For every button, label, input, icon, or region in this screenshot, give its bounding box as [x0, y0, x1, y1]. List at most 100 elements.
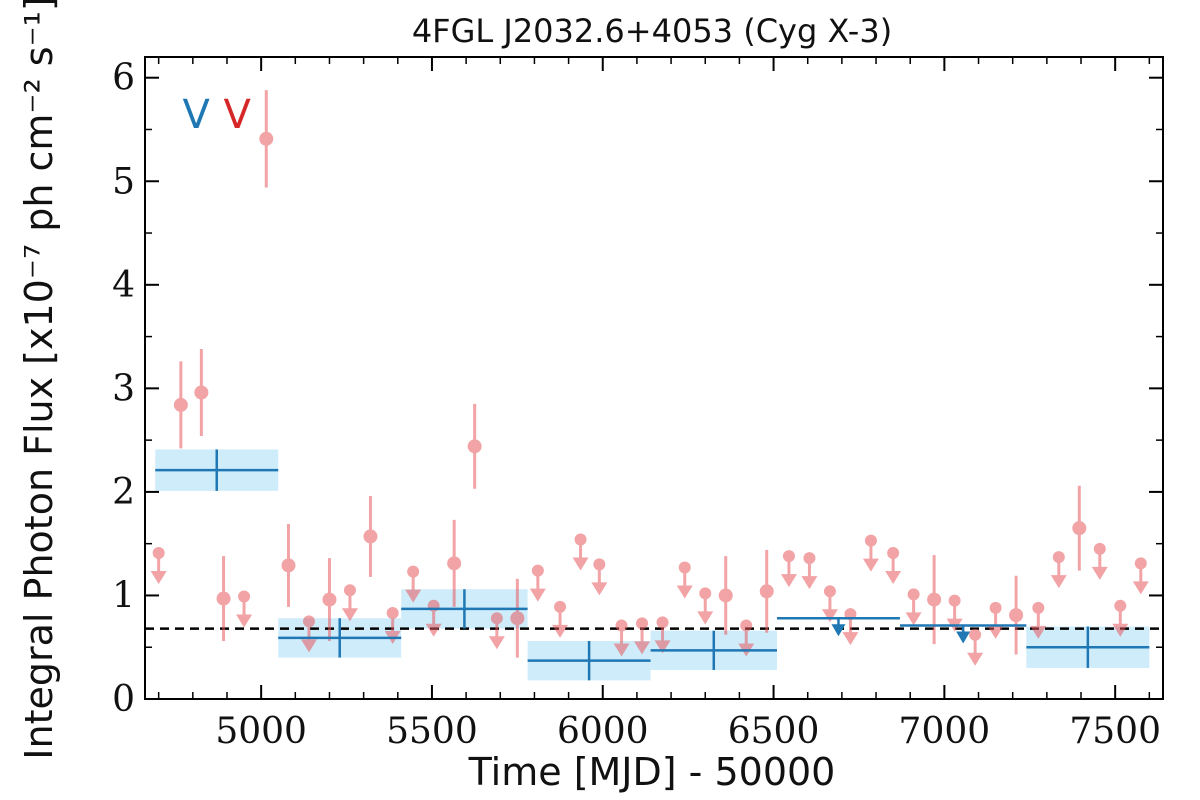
short-bin-point	[173, 361, 188, 449]
short-bin-point	[259, 90, 274, 188]
upper-limit-arrow	[967, 652, 984, 666]
short-bin-point	[759, 549, 774, 633]
short-bin-point	[697, 587, 714, 625]
short-bin-point	[801, 552, 818, 590]
upper-limit-arrow	[780, 574, 797, 588]
short-bin-point	[591, 558, 608, 596]
upper-limit-arrow	[405, 589, 422, 603]
y-tick-label: 2	[112, 472, 135, 513]
short-bin-point	[341, 584, 358, 622]
short-bin-point	[780, 550, 797, 588]
upper-limit-arrow	[821, 609, 838, 623]
upper-limit-arrow	[236, 614, 253, 628]
flux-point	[322, 592, 337, 607]
upper-limit-arrow	[488, 636, 505, 650]
short-bin-point	[613, 619, 630, 657]
short-bin-point	[529, 564, 546, 602]
short-bin-point	[510, 578, 525, 658]
flux-point	[363, 529, 378, 544]
bin-upper-limit-arrow	[831, 624, 846, 637]
short-bin-point	[216, 556, 231, 642]
flux-point	[447, 556, 462, 571]
short-bin-point	[634, 617, 651, 655]
upper-limit-arrow	[425, 623, 442, 637]
short-bin-point	[467, 403, 482, 489]
flux-point	[718, 588, 733, 603]
upper-limit-arrow	[1030, 625, 1047, 639]
flux-point	[759, 584, 774, 599]
upper-limit-arrow	[1112, 623, 1129, 637]
short-bin-point	[300, 615, 317, 653]
x-tick-label: 5000	[215, 711, 307, 752]
upper-limit-arrow	[801, 576, 818, 590]
plot-frame	[144, 56, 1164, 700]
upper-limit-arrow	[150, 570, 167, 584]
short-bin-point	[862, 534, 879, 572]
short-bin-point	[821, 585, 838, 623]
y-tick-label: 6	[112, 58, 135, 99]
short-bin-point	[1030, 601, 1047, 639]
chart-title: 4FGL J2032.6+4053 (Cyg X-3)	[412, 12, 892, 50]
flux-point	[927, 592, 942, 607]
long-bin	[1026, 626, 1150, 668]
y-tick-label: 4	[112, 265, 135, 306]
short-bin-point	[572, 533, 589, 571]
upper-limit-arrow	[905, 612, 922, 626]
short-bin-point	[194, 349, 209, 436]
upper-limit-arrow	[341, 608, 358, 622]
y-tick-label: 1	[112, 575, 135, 616]
short-bin-point	[738, 619, 755, 657]
upper-limit-arrow	[987, 625, 1004, 639]
short-bin-point	[905, 588, 922, 626]
upper-limit-arrow	[572, 557, 589, 571]
short-bin-point	[654, 616, 671, 654]
short-bin-point	[236, 590, 253, 628]
plot-area	[145, 90, 1163, 681]
upper-limit-arrow	[676, 585, 693, 599]
short-bin-point	[1091, 542, 1108, 580]
long-bin	[401, 589, 528, 629]
y-tick-label: 5	[112, 161, 135, 202]
short-bin-point	[987, 601, 1004, 639]
upper-limit-arrow	[613, 643, 630, 657]
x-tick-label: 7000	[899, 711, 991, 752]
short-bin-point	[281, 524, 296, 607]
flux-point	[194, 385, 209, 400]
short-bin-point	[718, 556, 733, 635]
short-bin-point	[842, 608, 859, 646]
axis-ticks: 5000 5500 6000 6500 7000 7500 0 1 2 3 4 5 6	[112, 57, 1163, 752]
upper-limit-arrow	[1050, 575, 1067, 589]
short-bin-point	[676, 561, 693, 599]
short-bin-point	[150, 546, 167, 584]
x-tick-label: 6000	[557, 711, 649, 752]
upper-limit-arrow	[697, 611, 714, 625]
long-bin	[899, 624, 1027, 644]
short-bin-point	[927, 555, 942, 645]
flux-point	[216, 591, 231, 606]
x-tick-label: 7500	[1069, 711, 1161, 752]
short-bin-point	[405, 565, 422, 603]
bin-upper-limit-arrow	[956, 631, 971, 644]
upper-limit-arrow	[529, 588, 546, 602]
long-bin	[155, 449, 279, 491]
short-bin-point	[363, 496, 378, 577]
long-bin	[650, 630, 777, 671]
short-bin-point	[1132, 557, 1149, 595]
y-tick-label: 0	[112, 679, 135, 720]
upper-limit-arrow	[1091, 566, 1108, 580]
short-bin-point	[885, 546, 902, 584]
flux-point	[1072, 521, 1087, 536]
flux-point	[173, 397, 188, 412]
upper-limit-arrow	[862, 558, 879, 572]
upper-limit-arrow	[552, 624, 569, 638]
upper-limit-arrow	[654, 640, 671, 654]
short-bin-point	[447, 519, 462, 607]
short-bin-point	[488, 612, 505, 650]
flux-point	[281, 558, 296, 573]
top-marker-label: V	[224, 92, 252, 138]
upper-limit-arrow	[1132, 581, 1149, 595]
short-bin-point	[1112, 599, 1129, 637]
short-bin-point	[322, 558, 337, 642]
y-axis-label: Integral Photon Flux [x10⁻⁷ ph cm⁻² s⁻¹]	[17, 0, 61, 760]
